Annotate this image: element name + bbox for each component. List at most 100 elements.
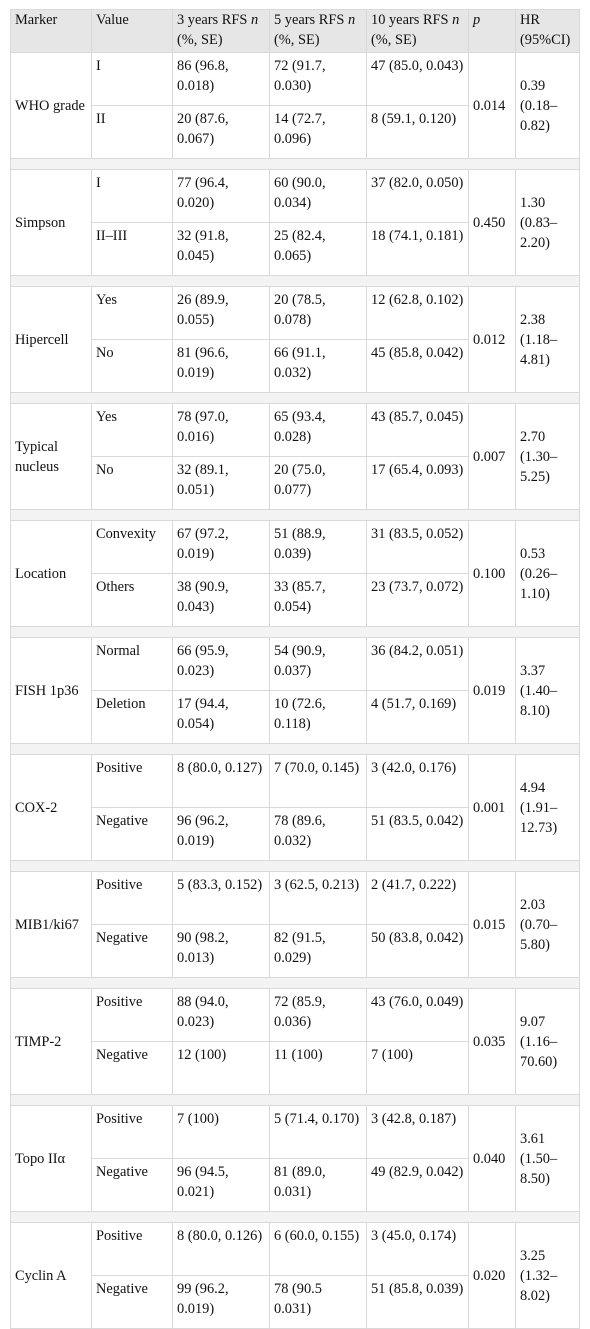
header-row: Marker Value 3 years RFS n (%, SE) 5 yea… <box>10 9 580 53</box>
rfs-5-years-cell: 82 (91.5, 0.029) <box>269 924 367 978</box>
rfs-3-years-cell: 88 (94.0, 0.023) <box>172 988 270 1042</box>
rfs-3-years-cell: 99 (96.2, 0.019) <box>172 1275 270 1329</box>
hr-cell: 0.39 (0.18–0.82) <box>515 52 580 159</box>
rfs-5-years-cell: 78 (90.5 0.031) <box>269 1275 367 1329</box>
rfs-10-years-cell: 2 (41.7, 0.222) <box>366 871 469 925</box>
marker-cell: TIMP-2 <box>10 988 92 1095</box>
table-header: Marker Value 3 years RFS n (%, SE) 5 yea… <box>10 9 580 53</box>
rfs-3-years-cell: 7 (100) <box>172 1105 270 1159</box>
p-value-cell: 0.100 <box>468 520 516 627</box>
rfs-3-years-cell: 67 (97.2, 0.019) <box>172 520 270 574</box>
rfs-3-years-cell: 78 (97.0, 0.016) <box>172 403 270 457</box>
header-5-years: 5 years RFS n (%, SE) <box>269 9 367 53</box>
table-row: Topo IIα Positive 7 (100) 5 (71.4, 0.170) 3 … <box>10 1105 580 1212</box>
rfs-5-years-cell: 14 (72.7, 0.096) <box>269 105 367 159</box>
hr-cell: 2.03 (0.70–5.80) <box>515 871 580 978</box>
rfs-10-years-cell: 45 (85.8, 0.042) <box>366 339 469 393</box>
value-cell: Negative <box>91 924 173 978</box>
value-cell: Positive <box>91 754 173 808</box>
rfs-5-years-cell: 54 (90.9, 0.037) <box>269 637 367 691</box>
rfs-5-years-cell: 11 (100) <box>269 1041 367 1095</box>
marker-cell: Location <box>10 520 92 627</box>
hr-cell: 0.53 (0.26–1.10) <box>515 520 580 627</box>
rfs-3-years-cell: 8 (80.0, 0.127) <box>172 754 270 808</box>
marker-cell: Cyclin A <box>10 1222 92 1329</box>
value-cell: II <box>91 105 173 159</box>
rfs-3-years-cell: 20 (87.6, 0.067) <box>172 105 270 159</box>
rfs-10-years-cell: 43 (76.0, 0.049) <box>366 988 469 1042</box>
p-value-cell: 0.014 <box>468 52 516 159</box>
value-cell: Deletion <box>91 690 173 744</box>
rfs-10-years-cell: 51 (83.5, 0.042) <box>366 807 469 861</box>
rfs-3-years-cell: 26 (89.9, 0.055) <box>172 286 270 340</box>
table-row: COX-2 Positive 8 (80.0, 0.127) 7 (70.0, 0.1… <box>10 754 580 861</box>
table-row: MIB1/ki67 Positive 5 (83.3, 0.152) 3 (62.5,… <box>10 871 580 978</box>
separator-cell <box>10 275 580 287</box>
hr-cell: 3.25 (1.32–8.02) <box>515 1222 580 1329</box>
table-row: Simpson I 77 (96.4, 0.020) 60 (90.0, 0.034)… <box>10 169 580 276</box>
value-cell: Negative <box>91 807 173 861</box>
p-value-cell: 0.007 <box>468 403 516 510</box>
rfs-5-years-cell: 78 (89.6, 0.032) <box>269 807 367 861</box>
value-cell: Normal <box>91 637 173 691</box>
hr-cell: 1.30 (0.83–2.20) <box>515 169 580 276</box>
rfs-5-years-cell: 20 (75.0, 0.077) <box>269 456 367 510</box>
group-separator <box>10 626 580 638</box>
value-cell: No <box>91 456 173 510</box>
rfs-5-years-cell: 51 (88.9, 0.039) <box>269 520 367 574</box>
table-row: Negative 90 (98.2, 0.013) 82 (91.5, 0.029)… <box>11 924 580 978</box>
p-value-cell: 0.020 <box>468 1222 516 1329</box>
rfs-10-years-cell: 3 (45.0, 0.174) <box>366 1222 469 1276</box>
table-row: TIMP-2 Positive 88 (94.0, 0.023) 72 (85.9, … <box>10 988 580 1095</box>
rfs-3-years-cell: 38 (90.9, 0.043) <box>172 573 270 627</box>
rfs-10-years-cell: 51 (85.8, 0.039) <box>366 1275 469 1329</box>
rfs-10-years-cell: 43 (85.7, 0.045) <box>366 403 469 457</box>
rfs-3-years-cell: 32 (91.8, 0.045) <box>172 222 270 276</box>
rfs-3-years-cell: 81 (96.6, 0.019) <box>172 339 270 393</box>
rfs-10-years-cell: 8 (59.1, 0.120) <box>366 105 469 159</box>
value-cell: Convexity <box>91 520 173 574</box>
group-separator <box>10 392 580 404</box>
rfs-5-years-cell: 33 (85.7, 0.054) <box>269 573 367 627</box>
table-body: WHO grade I 86 (96.8, 0.018) 72 (91.7, 0.03… <box>10 52 580 1329</box>
rfs-10-years-cell: 3 (42.8, 0.187) <box>366 1105 469 1159</box>
hr-cell: 9.07 (1.16–70.60) <box>515 988 580 1095</box>
header-value: Value <box>91 9 173 53</box>
rfs-10-years-cell: 12 (62.8, 0.102) <box>366 286 469 340</box>
separator-cell <box>10 626 580 638</box>
marker-cell: Topo IIα <box>10 1105 92 1212</box>
rfs-5-years-cell: 3 (62.5, 0.213) <box>269 871 367 925</box>
hr-cell: 3.61 (1.50–8.50) <box>515 1105 580 1212</box>
rfs-5-years-cell: 72 (85.9, 0.036) <box>269 988 367 1042</box>
rfs-10-years-cell: 37 (82.0, 0.050) <box>366 169 469 223</box>
table-row: FISH 1p36 Normal 66 (95.9, 0.023) 54 (90.9,… <box>10 637 580 744</box>
rfs-5-years-cell: 65 (93.4, 0.028) <box>269 403 367 457</box>
p-value-cell: 0.019 <box>468 637 516 744</box>
separator-cell <box>10 1211 580 1223</box>
table-row: Others 38 (90.9, 0.043) 33 (85.7, 0.054) 23… <box>11 573 580 627</box>
value-cell: II–III <box>91 222 173 276</box>
value-cell: Positive <box>91 1222 173 1276</box>
marker-cell: FISH 1p36 <box>10 637 92 744</box>
separator-cell <box>10 158 580 170</box>
table-row: No 32 (89.1, 0.051) 20 (75.0, 0.077) 17 (65… <box>11 456 580 510</box>
rfs-10-years-cell: 49 (82.9, 0.042) <box>366 1158 469 1212</box>
rfs-5-years-cell: 72 (91.7, 0.030) <box>269 52 367 106</box>
rfs-10-years-cell: 3 (42.0, 0.176) <box>366 754 469 808</box>
table-row: WHO grade I 86 (96.8, 0.018) 72 (91.7, 0.03… <box>10 52 580 159</box>
group-separator <box>10 977 580 989</box>
rfs-10-years-cell: 18 (74.1, 0.181) <box>366 222 469 276</box>
separator-cell <box>10 392 580 404</box>
rfs-3-years-cell: 12 (100) <box>172 1041 270 1095</box>
rfs-3-years-cell: 90 (98.2, 0.013) <box>172 924 270 978</box>
rfs-5-years-cell: 5 (71.4, 0.170) <box>269 1105 367 1159</box>
table-row: Hipercell Yes 26 (89.9, 0.055) 20 (78.5, 0.… <box>10 286 580 393</box>
rfs-5-years-cell: 7 (70.0, 0.145) <box>269 754 367 808</box>
rfs-5-years-cell: 6 (60.0, 0.155) <box>269 1222 367 1276</box>
rfs-5-years-cell: 60 (90.0, 0.034) <box>269 169 367 223</box>
marker-cell: MIB1/ki67 <box>10 871 92 978</box>
table-row: Cyclin A Positive 8 (80.0, 0.126) 6 (60.0, … <box>10 1222 580 1329</box>
rfs-3-years-cell: 77 (96.4, 0.020) <box>172 169 270 223</box>
group-separator <box>10 743 580 755</box>
p-value-cell: 0.035 <box>468 988 516 1095</box>
